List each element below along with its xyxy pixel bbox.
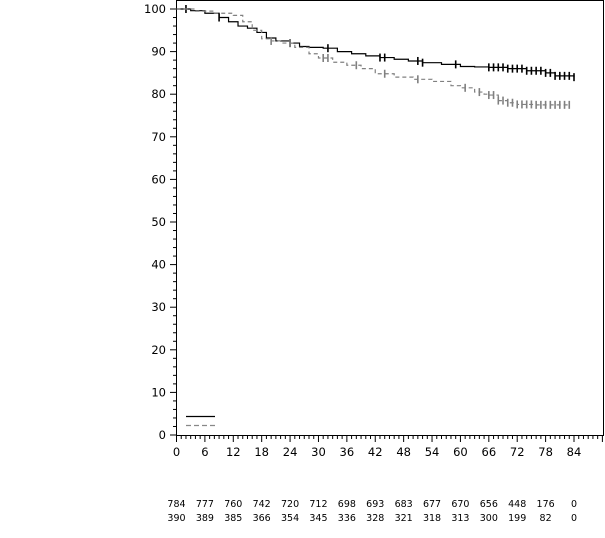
- x-axis-ticks: 0 6 12 18 24 30 36 42 48 54 60 66 72 78 84: [173, 436, 603, 459]
- x-tick-label: 66: [482, 445, 497, 459]
- y-axis-ticks: 0 10 20 30 40 50 60 70 80 90 100: [144, 2, 177, 442]
- risk-table-cell: 390: [167, 513, 185, 524]
- y-tick-label: 30: [151, 300, 166, 314]
- risk-table-cell: 683: [395, 499, 413, 510]
- risk-table-cell: 300: [480, 513, 498, 524]
- y-tick-label: 10: [151, 385, 166, 399]
- x-tick-label: 18: [254, 445, 269, 459]
- risk-table-cell: 784: [167, 499, 185, 510]
- x-tick-label: 0: [173, 445, 180, 459]
- x-tick-label: 78: [538, 445, 553, 459]
- risk-table-cell: 760: [224, 499, 242, 510]
- risk-table-cell: 366: [253, 513, 271, 524]
- series-layer: [176, 5, 575, 109]
- risk-table-cell: 693: [366, 499, 384, 510]
- risk-table-cell: 328: [366, 513, 384, 524]
- x-tick-label: 30: [311, 445, 326, 459]
- risk-table-cell: 385: [224, 513, 242, 524]
- risk-table-cell: 777: [196, 499, 214, 510]
- y-tick-label: 100: [144, 2, 166, 16]
- y-tick-label: 60: [151, 172, 166, 186]
- risk-table-cell: 82: [540, 513, 552, 524]
- y-tick-label: 40: [151, 258, 166, 272]
- risk-table-cell: 321: [395, 513, 413, 524]
- risk-table-cell: 389: [196, 513, 214, 524]
- risk-table-cell: 313: [451, 513, 469, 524]
- y-tick-label: 90: [151, 45, 166, 59]
- x-tick-label: 72: [510, 445, 525, 459]
- risk-table-cell: 0: [571, 513, 577, 524]
- risk-table-cell: 677: [423, 499, 441, 510]
- x-tick-label: 54: [425, 445, 440, 459]
- y-tick-label: 80: [151, 87, 166, 101]
- risk-table-cell: 448: [508, 499, 526, 510]
- y-tick-label: 50: [151, 215, 166, 229]
- x-tick-label: 42: [368, 445, 383, 459]
- series-2-curve: [176, 8, 570, 106]
- x-tick-label: 6: [201, 445, 208, 459]
- x-tick-label: 60: [453, 445, 468, 459]
- x-tick-label: 84: [567, 445, 582, 459]
- risk-table-cell: 199: [508, 513, 526, 524]
- risk-table-cell: 345: [309, 513, 327, 524]
- risk-table-cell: 336: [338, 513, 356, 524]
- x-tick-label: 48: [396, 445, 411, 459]
- risk-table-cell: 0: [571, 499, 577, 510]
- risk-table-cell: 670: [451, 499, 469, 510]
- risk-table-cell: 176: [537, 499, 555, 510]
- risk-table: 784 777 760 742 720 712 698 693 683 677 670 656 448 1…: [167, 499, 577, 524]
- x-tick-label: 24: [283, 445, 298, 459]
- risk-table-cell: 354: [281, 513, 299, 524]
- risk-table-cell: 318: [423, 513, 441, 524]
- risk-table-cell: 720: [281, 499, 299, 510]
- legend: [186, 415, 215, 427]
- y-tick-label: 70: [151, 130, 166, 144]
- plot-frame: [176, 0, 604, 436]
- x-tick-label: 36: [340, 445, 355, 459]
- y-tick-label: 20: [151, 343, 166, 357]
- y-tick-label: 0: [159, 428, 166, 442]
- risk-table-cell: 742: [253, 499, 271, 510]
- risk-table-cell: 656: [480, 499, 498, 510]
- risk-table-cell: 698: [338, 499, 356, 510]
- series-1-curve: [176, 8, 575, 78]
- risk-table-cell: 712: [309, 499, 327, 510]
- x-tick-label: 12: [226, 445, 241, 459]
